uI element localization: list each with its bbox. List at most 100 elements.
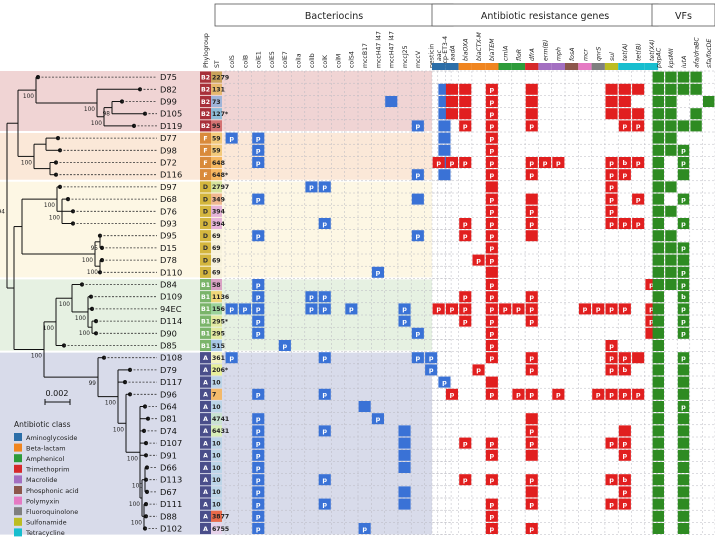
vf-cell [677,83,690,95]
resistance-cell [525,291,538,303]
resistance-class-strip [485,63,499,70]
vf-cell [652,230,664,242]
phylogroup-label: B2 [201,123,210,130]
bacteriocin-mark: p [256,232,261,240]
resistance-class-strip [498,63,512,70]
strain-label: D119 [160,121,182,131]
phylogroup-label: D [203,209,208,216]
bacteriocin-cell [398,315,411,327]
phylogroup-label: B2 [201,99,210,106]
phylogroup-cell [200,327,211,339]
resistance-mark: p [490,513,495,521]
bootstrap-value: 100 [87,270,98,276]
resistance-mark: p [609,159,614,167]
bacteriocin-mark: p [256,427,261,435]
resistance-cell [605,157,618,168]
st-cell [211,217,222,230]
phylogroup-cell [200,181,211,193]
phylogroup-cell [200,132,211,144]
vf-mark: p [681,305,686,313]
resistance-class-strip [591,63,605,70]
bacteriocins-header-title: Bacteriocins [305,11,363,22]
st-label: 69 [212,257,221,264]
resistance-mark: p [609,391,614,399]
resistance-column-label: aac [436,49,443,61]
vf-cell [665,181,677,193]
legend-swatch [14,517,22,526]
strain-label: D77 [160,133,177,143]
resistance-cell [485,279,498,290]
bacteriocin-cell [252,279,265,290]
resistance-cell [525,388,538,400]
strain-label: D93 [160,219,177,229]
phylogroup-label: D [203,221,208,228]
vf-cell [652,425,664,437]
vf-mark: p [681,244,686,252]
bacteriocin-cell [252,291,265,303]
resistance-mark: p [490,476,495,484]
resistance-mark: p [436,305,441,313]
legend-label: Beta-lactam [26,444,66,452]
resistance-cell [485,498,498,510]
strain-label: D79 [160,365,177,375]
resistance-mark: p [490,452,495,460]
bacteriocin-cell [252,425,265,437]
resistance-cell [525,486,538,498]
resistance-mark: p [529,293,534,301]
bacteriocin-cell [425,364,438,376]
st-label: 10 [212,453,221,460]
column-headers: Bacteriocins Antibiotic resistance genes V… [203,3,715,70]
resistance-cell [499,303,512,315]
vf-cell [652,205,664,217]
vf-cell [665,71,677,83]
resistance-mark: p [490,122,495,130]
bacteriocin-mark: p [256,500,261,508]
legend-swatch [14,528,22,537]
vf-cell [677,376,690,388]
phylogroup-label: B1 [201,343,210,350]
resistance-mark: p [490,134,495,142]
resistance-mark: p [463,232,468,240]
vf-cell [652,96,664,107]
bacteriocin-cell [252,388,265,400]
st-label: 1136 [212,294,229,301]
bacteriocin-column-label: colS4 [349,51,356,68]
resistance-cell [605,169,618,181]
resistance-cell [618,449,631,461]
vf-cell [652,376,664,388]
bacteriocin-cell [398,462,411,473]
bootstrap-value: 100 [113,427,124,433]
resistance-mark: p [636,195,641,203]
phylogroup-label: B1 [201,282,210,289]
vf-mark: p [681,147,686,155]
resistance-cell [485,340,498,351]
bacteriocin-cell [225,303,238,315]
resistance-cell [445,303,458,315]
resistance-cell [459,83,472,95]
phylogroup-cell [200,425,211,437]
resistance-column-label: dfrA [529,48,536,61]
resistance-cell [645,303,658,315]
resistance-cell [618,169,631,181]
bacteriocin-cell [411,169,424,181]
bacteriocin-cell [305,291,318,303]
bacteriocin-mark: p [256,195,261,203]
st-label: 69 [212,245,221,252]
phylogroup-cell [200,254,211,266]
st-cell [211,83,222,95]
resistance-mark: p [556,159,561,167]
resistance-cell [618,437,631,449]
resistance-cell [618,388,631,400]
resistance-column-label: floR [516,49,523,61]
resistance-cell [605,108,618,120]
phylogroup-label: D [203,245,208,252]
st-label: 295* [212,318,229,325]
vf-cell [677,157,690,168]
resistance-mark: p [490,391,495,399]
phylogroup-label: B1 [201,331,210,338]
resistance-cell [485,291,498,303]
st-cell [211,266,222,278]
resistance-mark: p [476,366,481,374]
strain-label: D113 [160,475,182,485]
vf-cell [652,352,664,364]
